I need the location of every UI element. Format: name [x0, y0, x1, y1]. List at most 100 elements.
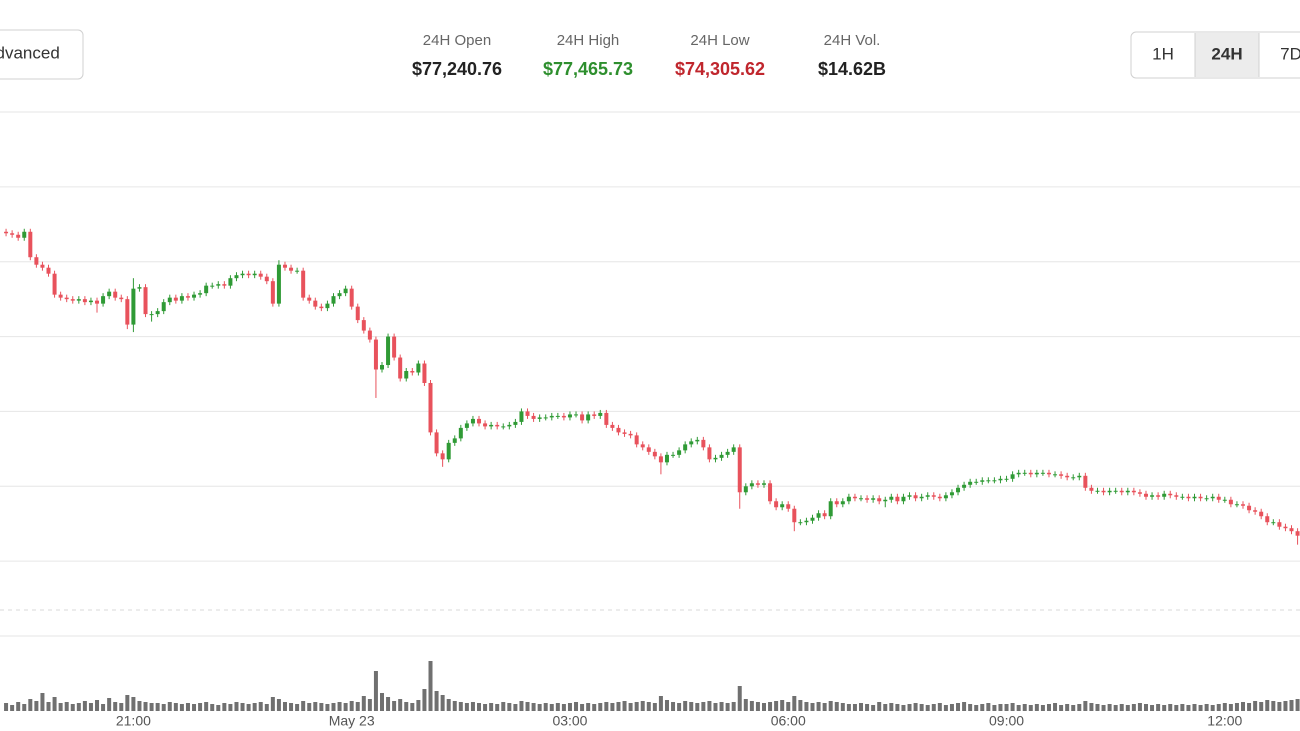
volume-bar: [101, 704, 106, 711]
candle-body: [70, 299, 75, 301]
range-button[interactable]: 1H: [1152, 44, 1174, 63]
volume-bar: [1174, 705, 1179, 711]
volume-bar: [258, 702, 263, 711]
volume-bar: [810, 703, 815, 711]
candle-body: [101, 296, 106, 304]
stat-value: $77,240.76: [412, 59, 502, 79]
volume-bar: [289, 703, 294, 711]
volume-bar: [804, 702, 809, 711]
advanced-button-label[interactable]: Advanced: [0, 43, 60, 62]
volume-bar: [1065, 704, 1070, 711]
volume-bar: [792, 696, 797, 711]
candle-body: [240, 273, 245, 276]
candle-body: [883, 499, 888, 502]
volume-bar: [968, 704, 973, 711]
candle-body: [992, 480, 997, 482]
volume-bar: [683, 701, 688, 711]
candle-body: [731, 447, 736, 452]
volume-bar: [1010, 703, 1015, 711]
candle-body: [1259, 511, 1264, 517]
candle-body: [925, 495, 930, 497]
candle-body: [986, 480, 991, 482]
volume-bar: [919, 704, 924, 711]
volume-bar: [962, 702, 967, 711]
volume-bar: [1150, 705, 1155, 711]
candle-body: [113, 291, 118, 298]
volume-bar: [307, 703, 312, 711]
candle-body: [1283, 526, 1288, 529]
volume-bar: [477, 703, 482, 711]
candle-body: [719, 454, 724, 458]
candle-body: [1204, 498, 1209, 500]
volume-bar: [531, 703, 536, 711]
candle-body: [1222, 499, 1227, 501]
candle-body: [798, 522, 803, 524]
volume-bar: [749, 701, 754, 711]
volume-bar: [392, 701, 397, 711]
volume-bar: [137, 701, 142, 711]
volume-bar: [980, 704, 985, 711]
range-button-selected[interactable]: [1195, 33, 1259, 77]
volume-bar: [1241, 702, 1246, 711]
volume-bar: [361, 696, 366, 711]
candle-body: [852, 496, 857, 499]
stat-label: 24H High: [557, 32, 620, 49]
volume-bar: [901, 705, 906, 711]
range-button[interactable]: 24H: [1211, 44, 1242, 63]
candle-body: [707, 447, 712, 460]
candle-body: [95, 300, 100, 304]
volume-bar: [986, 703, 991, 711]
volume-bar: [1089, 703, 1094, 711]
candle-body: [295, 270, 300, 272]
candle-body: [185, 296, 190, 298]
volume-bar: [852, 704, 857, 711]
candle-body: [1022, 472, 1027, 474]
candle-body: [943, 495, 948, 499]
candle-body: [392, 336, 397, 358]
candle-body: [337, 293, 342, 297]
volume-bar: [567, 703, 572, 711]
candle-body: [361, 320, 366, 331]
candle-body: [580, 414, 585, 421]
volume-bar: [992, 705, 997, 711]
candle-body: [222, 284, 227, 286]
candle-body: [1156, 495, 1161, 497]
candle-body: [543, 417, 548, 419]
candle-body: [10, 233, 15, 235]
volume-bar: [555, 703, 560, 711]
volume-bar: [270, 697, 275, 711]
candle-body: [592, 414, 597, 416]
volume-bar: [228, 704, 233, 711]
candle-body: [228, 278, 233, 286]
candle-body: [840, 501, 845, 505]
candle-body: [1053, 474, 1058, 476]
candle-body: [919, 496, 924, 499]
volume-bar: [234, 702, 239, 711]
volume-bar: [1113, 705, 1118, 711]
range-button[interactable]: 7D: [1280, 44, 1300, 63]
volume-bar: [107, 698, 112, 711]
volume-bar: [470, 702, 475, 711]
candle-body: [1089, 487, 1094, 491]
candle-body: [258, 273, 263, 277]
advanced-button[interactable]: [0, 29, 84, 80]
volume-bar: [822, 703, 827, 711]
volume-bar: [628, 703, 633, 711]
candle-body: [355, 306, 360, 321]
volume-bar: [4, 703, 9, 711]
volume-bar: [276, 699, 281, 711]
volume-bar: [1162, 705, 1167, 711]
volume-bar: [586, 703, 591, 711]
volume-bar: [489, 703, 494, 711]
volume-bar: [640, 701, 645, 711]
volume-bar: [755, 702, 760, 711]
volume-bar: [1071, 705, 1076, 711]
volume-bar: [1053, 703, 1058, 711]
volume-bar: [1095, 704, 1100, 711]
candle-body: [167, 297, 172, 303]
volume-bar: [537, 704, 542, 711]
volume-bar: [173, 703, 178, 711]
candle-body: [804, 520, 809, 523]
candle-body: [622, 432, 627, 434]
candle-body: [1174, 495, 1179, 497]
